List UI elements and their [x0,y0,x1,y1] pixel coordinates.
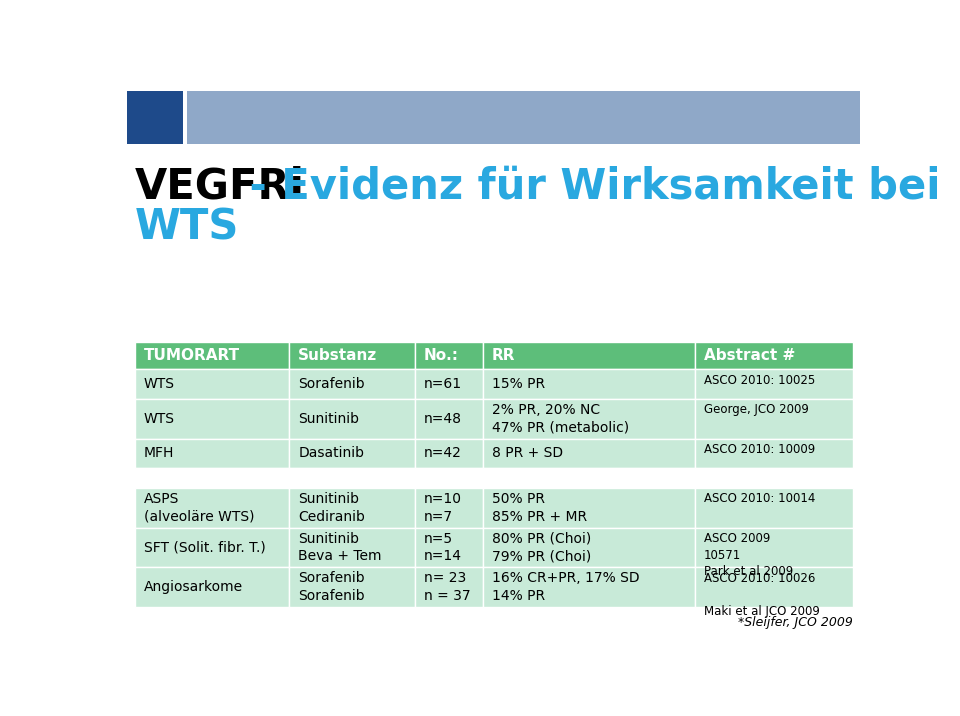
Text: Abstract #: Abstract # [704,348,795,363]
Bar [415,342,483,369]
Text: Sorafenib: Sorafenib [299,377,365,391]
Bar [134,488,289,528]
Bar [483,468,695,488]
Text: No.:: No.: [423,348,459,363]
Bar [134,468,289,488]
Text: *Sleijfer, JCO 2009: *Sleijfer, JCO 2009 [738,616,852,629]
Bar [289,369,415,399]
Bar [289,342,415,369]
Text: 50% PR
85% PR + MR: 50% PR 85% PR + MR [492,492,588,523]
Text: Sunitinib
Beva + Tem: Sunitinib Beva + Tem [299,531,382,563]
Text: ASCO 2010: 10026

Maki et al JCO 2009: ASCO 2010: 10026 Maki et al JCO 2009 [704,571,820,618]
Text: - Evidenz für Wirksamkeit bei: - Evidenz für Wirksamkeit bei [235,166,941,208]
Bar [289,488,415,528]
Bar [483,567,695,607]
Text: RR: RR [492,348,516,363]
Text: 8 PR + SD: 8 PR + SD [492,446,564,460]
Bar [695,528,852,567]
Bar [415,528,483,567]
Bar [134,528,289,567]
Text: 2% PR, 20% NC
47% PR (metabolic): 2% PR, 20% NC 47% PR (metabolic) [492,403,629,435]
Text: Sunitinib: Sunitinib [299,412,359,426]
Bar [134,567,289,607]
Bar [289,567,415,607]
Bar [695,488,852,528]
Bar [289,438,415,468]
Text: n=10
n=7: n=10 n=7 [423,492,462,523]
Text: Angiosarkome: Angiosarkome [144,580,243,594]
Bar [415,488,483,528]
Text: TUMORART: TUMORART [144,348,240,363]
Bar [695,342,852,369]
Bar [187,92,860,144]
Text: Sorafenib
Sorafenib: Sorafenib Sorafenib [299,571,365,603]
Text: ASCO 2009
10571
Park et al 2009: ASCO 2009 10571 Park et al 2009 [704,532,793,578]
Text: 16% CR+PR, 17% SD
14% PR: 16% CR+PR, 17% SD 14% PR [492,571,639,603]
Bar [134,438,289,468]
Text: n= 23
n = 37: n= 23 n = 37 [423,571,470,603]
Text: Sunitinib
Cediranib: Sunitinib Cediranib [299,492,365,523]
Text: 15% PR: 15% PR [492,377,545,391]
Bar [695,399,852,438]
Bar [695,468,852,488]
Text: n=48: n=48 [423,412,462,426]
Bar [134,399,289,438]
Text: Substanz: Substanz [299,348,377,363]
Bar [134,369,289,399]
Text: WTS: WTS [144,377,175,391]
Text: ASCO 2010: 10014: ASCO 2010: 10014 [704,493,815,505]
Text: 80% PR (Choi)
79% PR (Choi): 80% PR (Choi) 79% PR (Choi) [492,531,591,563]
Bar [483,342,695,369]
Bar [128,92,183,144]
Bar [415,369,483,399]
Text: ASCO 2010: 10009: ASCO 2010: 10009 [704,443,815,456]
Bar [695,567,852,607]
Bar [415,399,483,438]
Text: George, JCO 2009: George, JCO 2009 [704,403,808,416]
Text: WTS: WTS [134,206,239,248]
Bar [415,567,483,607]
Bar [483,528,695,567]
Bar [134,342,289,369]
Text: WTS: WTS [144,412,175,426]
Text: n=61: n=61 [423,377,462,391]
Bar [415,438,483,468]
Bar [289,528,415,567]
Bar [289,468,415,488]
Text: MFH: MFH [144,446,174,460]
Text: ASPS
(alveoläre WTS): ASPS (alveoläre WTS) [144,492,254,523]
Text: VEGFRi: VEGFRi [134,166,304,208]
Bar [483,369,695,399]
Text: Dasatinib: Dasatinib [299,446,364,460]
Bar [483,488,695,528]
Bar [415,468,483,488]
Bar [695,438,852,468]
Text: n=42: n=42 [423,446,462,460]
Text: SFT (Solit. fibr. T.): SFT (Solit. fibr. T.) [144,541,266,554]
Text: n=5
n=14: n=5 n=14 [423,531,462,563]
Text: ASCO 2010: 10025: ASCO 2010: 10025 [704,374,815,387]
Bar [483,399,695,438]
Bar [483,438,695,468]
Bar [695,369,852,399]
Bar [289,399,415,438]
